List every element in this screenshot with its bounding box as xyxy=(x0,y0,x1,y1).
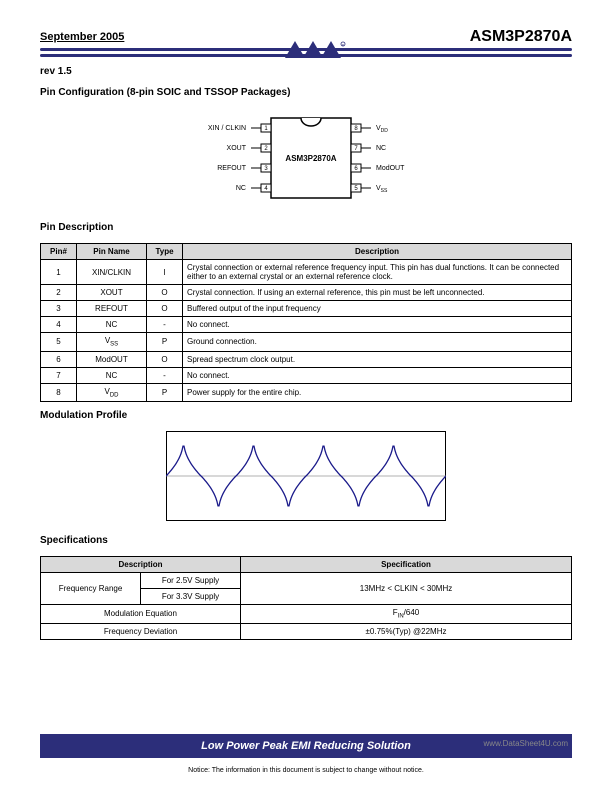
mod-profile-title: Modulation Profile xyxy=(40,410,572,421)
table-row: Frequency Deviation±0.75%(Typ) @22MHz xyxy=(41,623,572,639)
svg-text:NC: NC xyxy=(376,145,386,152)
chip-diagram: ASM3P2870A 1XIN / CLKIN2XOUT3REFOUT4NC 8… xyxy=(40,108,572,208)
watermark: www.DataSheet4U.com xyxy=(484,739,568,748)
pin-config-title: Pin Configuration (8-pin SOIC and TSSOP … xyxy=(40,87,572,98)
logo-icon: R xyxy=(280,38,350,64)
pin-desc-title: Pin Description xyxy=(40,222,572,233)
specs-header-desc: Description xyxy=(41,557,241,573)
specs-header-spec: Specification xyxy=(241,557,572,573)
table-row: 4NC-No connect. xyxy=(41,317,572,333)
header-divider: R xyxy=(40,48,572,62)
svg-text:NC: NC xyxy=(236,185,246,192)
specs-title: Specifications xyxy=(40,535,572,546)
svg-text:ModOUT: ModOUT xyxy=(376,165,405,172)
svg-text:VSS: VSS xyxy=(376,185,388,194)
table-row: Frequency RangeFor 2.5V Supply13MHz < CL… xyxy=(41,573,572,589)
table-row: Modulation EquationFIN/640 xyxy=(41,605,572,624)
table-row: 3REFOUTOBuffered output of the input fre… xyxy=(41,301,572,317)
table-row: 5VSSPGround connection. xyxy=(41,333,572,352)
pin-desc-table: Pin#Pin NameTypeDescription 1XIN/CLKINIC… xyxy=(40,243,572,402)
svg-text:VDD: VDD xyxy=(376,125,388,134)
table-row: 8VDDPPower supply for the entire chip. xyxy=(41,383,572,402)
table-row: 7NC-No connect. xyxy=(41,367,572,383)
date: September 2005 xyxy=(40,31,124,43)
svg-text:XOUT: XOUT xyxy=(227,145,247,152)
table-header: Pin# xyxy=(41,244,77,260)
chip-label: ASM3P2870A xyxy=(285,154,336,163)
svg-text:XIN / CLKIN: XIN / CLKIN xyxy=(208,125,246,132)
table-header: Pin Name xyxy=(77,244,147,260)
part-number: ASM3P2870A xyxy=(470,28,572,46)
table-row: 1XIN/CLKINICrystal connection or externa… xyxy=(41,260,572,285)
modulation-profile-chart xyxy=(40,431,572,521)
revision: rev 1.5 xyxy=(40,66,572,77)
svg-text:REFOUT: REFOUT xyxy=(217,165,247,172)
specs-table: Description Specification Frequency Rang… xyxy=(40,556,572,640)
table-row: 6ModOUTOSpread spectrum clock output. xyxy=(41,351,572,367)
table-row: 2XOUTOCrystal connection. If using an ex… xyxy=(41,285,572,301)
table-header: Type xyxy=(147,244,183,260)
table-header: Description xyxy=(183,244,572,260)
footer-notice: Notice: The information in this document… xyxy=(0,767,612,774)
